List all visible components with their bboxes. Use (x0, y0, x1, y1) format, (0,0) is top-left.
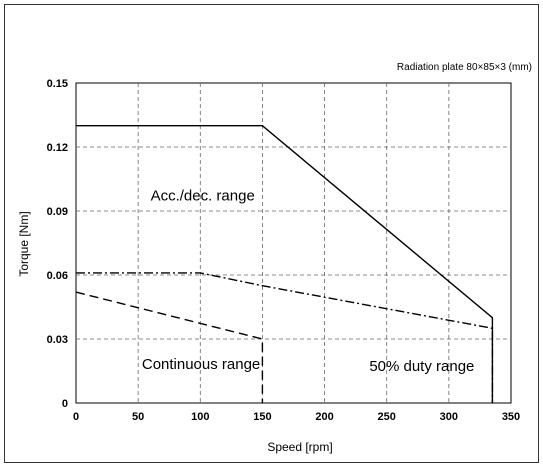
x-tick-label: 50 (132, 411, 144, 423)
y-tick-label: 0.09 (47, 206, 68, 218)
y-tick-label: 0.03 (47, 334, 68, 346)
plot-area (75, 82, 512, 404)
y-tick-label: 0.15 (47, 78, 68, 90)
x-axis-label: Speed [rpm] (267, 440, 332, 454)
x-tick-label: 0 (73, 411, 79, 423)
region-label: 50% duty range (369, 358, 474, 375)
y-tick-label: 0.12 (47, 142, 68, 154)
x-tick-label: 100 (191, 411, 209, 423)
x-tick-label: 350 (502, 411, 520, 423)
chart-note: Radiation plate 80×85×3 (mm) (397, 62, 532, 73)
chart-frame (4, 4, 539, 463)
x-tick-label: 200 (315, 411, 333, 423)
y-tick-label: 0 (62, 398, 68, 410)
region-label: Continuous range (142, 356, 260, 373)
y-tick-label: 0.06 (47, 270, 68, 282)
series-line-dashed (75, 291, 264, 403)
x-tick-label: 150 (253, 411, 271, 423)
x-tick-label: 250 (378, 411, 396, 423)
series-line-dashdot (76, 272, 494, 403)
region-label: Acc./dec. range (151, 187, 255, 204)
series-line-solid (76, 124, 494, 403)
x-tick-label: 300 (440, 411, 458, 423)
y-axis-label: Torque [Nm] (17, 211, 31, 276)
